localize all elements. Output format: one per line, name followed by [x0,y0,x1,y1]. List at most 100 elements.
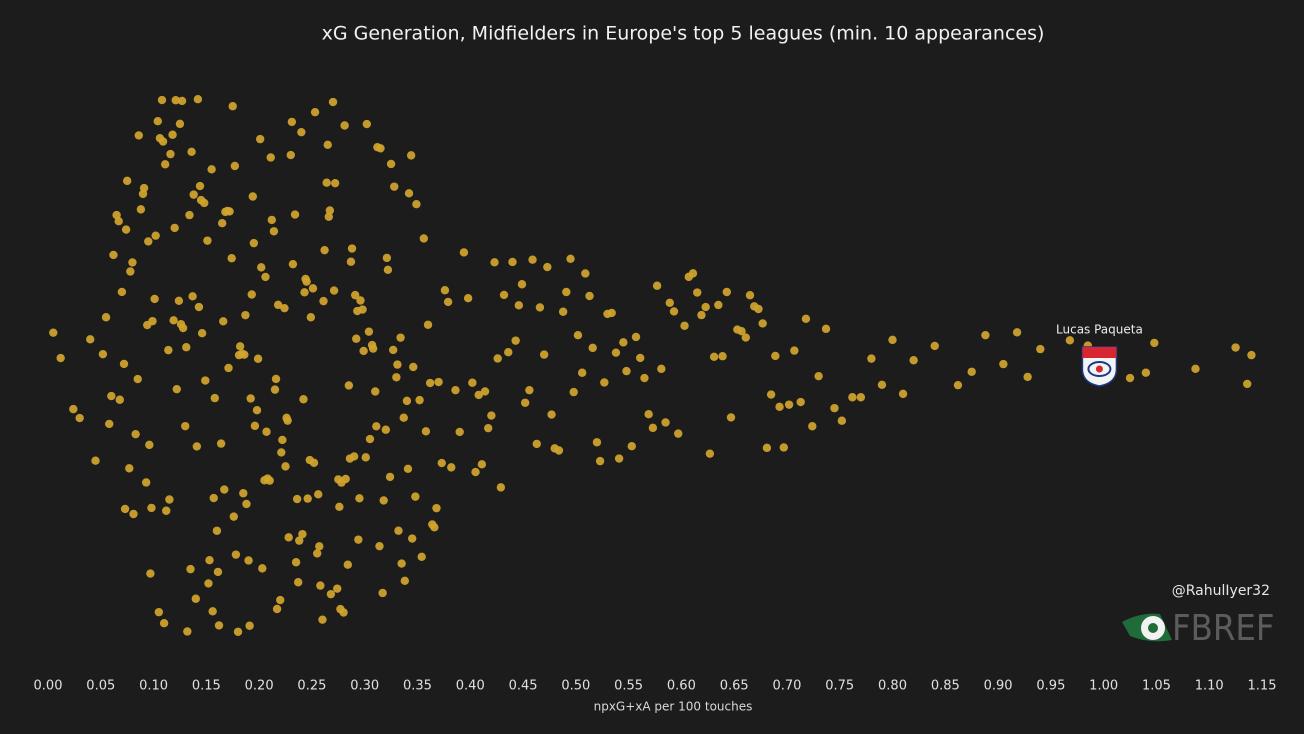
point [297,127,306,137]
point [393,360,402,369]
point [329,286,339,295]
point [434,377,443,387]
point [771,351,780,361]
point [1243,379,1252,389]
point [247,290,256,299]
point [381,425,391,434]
point [286,150,295,160]
point [359,346,368,356]
point [484,423,493,433]
point [252,406,262,415]
x-tick-label: 0.55 [614,679,643,694]
point [219,317,228,326]
logo-ball-patch [1148,623,1158,633]
point [126,267,135,276]
point [614,454,624,463]
point [157,95,167,105]
points [49,95,1256,636]
point [114,217,123,226]
point [139,183,149,193]
point [967,367,976,376]
point [177,96,187,106]
point [298,529,307,539]
point [592,438,602,447]
point [408,534,417,543]
point [499,290,509,300]
point [1150,338,1159,348]
point [877,380,887,390]
point [125,464,134,473]
point [622,366,631,376]
point [1231,343,1240,352]
point [680,321,689,330]
x-tick-label: 1.15 [1248,679,1277,694]
point [674,429,683,438]
point [316,581,325,590]
point [346,257,356,266]
point [432,503,441,513]
point [1247,350,1256,360]
point [265,476,274,485]
point [539,350,549,359]
point [588,343,597,353]
point [200,198,209,208]
point [129,509,138,519]
point [290,210,300,219]
point [356,296,365,305]
x-tick-label: 0.80 [878,679,907,694]
point [390,182,399,191]
point [158,137,168,146]
point [376,144,385,153]
point [953,380,963,390]
point [86,335,95,344]
point [775,402,784,412]
x-tick-label: 0.30 [350,679,379,694]
highlight: Lucas Paqueta [1056,323,1143,387]
point [284,533,293,542]
point [302,277,311,286]
point [378,588,387,598]
point [225,207,234,216]
point [283,416,292,425]
point [241,310,250,320]
point [249,238,259,248]
point [154,607,164,617]
point [487,411,496,420]
point [341,474,350,484]
point [146,569,155,578]
point [185,210,194,220]
point [333,584,342,593]
point [543,262,552,272]
point [269,227,279,236]
x-tick-label: 1.00 [1089,679,1118,694]
point [141,478,151,487]
point [430,523,439,532]
point [235,342,245,351]
point [627,442,636,451]
point [258,564,267,573]
x-tick-label: 0.25 [297,679,326,694]
point [520,398,530,407]
point [417,552,426,562]
point [120,504,130,514]
point [231,550,241,559]
point [159,619,169,628]
point [280,303,289,313]
point [233,627,243,636]
point [205,555,214,565]
x-tick-label: 0.65 [720,679,749,694]
point [830,403,839,413]
logo-ring [1087,361,1112,377]
point [75,413,84,423]
point [577,368,587,377]
point [385,472,395,482]
point [165,495,174,504]
point [220,485,229,494]
point [250,421,260,431]
point [375,541,384,551]
point [714,300,723,310]
point [172,384,181,394]
point [303,494,312,503]
point [277,448,286,457]
point [848,393,857,402]
